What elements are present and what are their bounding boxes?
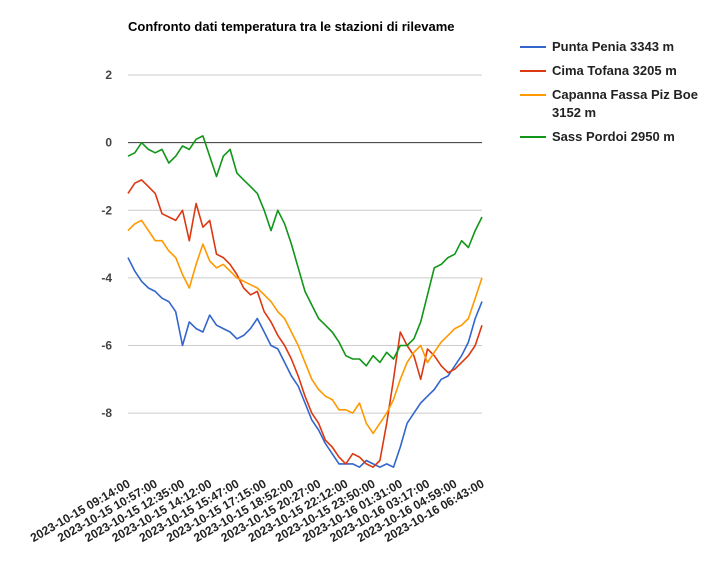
series-line xyxy=(127,179,483,468)
legend-swatch xyxy=(520,94,546,96)
legend-swatch xyxy=(520,70,546,72)
legend-label: Cima Tofana 3205 m xyxy=(552,63,677,78)
legend-item: Cima Tofana 3205 m xyxy=(520,62,700,80)
grid: -8 -6 -4 -2 0 2 xyxy=(101,68,482,420)
legend-swatch xyxy=(520,46,546,48)
legend-swatch xyxy=(520,136,546,138)
series-line xyxy=(127,219,483,435)
legend-item: Sass Pordoi 2950 m xyxy=(520,128,700,146)
legend-label: Punta Penia 3343 m xyxy=(552,39,675,54)
legend-item: Capanna Fassa Piz Boe 3152 m xyxy=(520,86,700,122)
legend: Punta Penia 3343 m Cima Tofana 3205 m Capa… xyxy=(520,38,700,152)
y-tick-label: 2 xyxy=(105,68,112,82)
legend-label: Sass Pordoi 2950 m xyxy=(552,129,675,144)
series-line xyxy=(127,135,483,367)
y-tick-label: -4 xyxy=(101,271,112,285)
y-tick-label: -6 xyxy=(101,339,112,353)
legend-item: Punta Penia 3343 m xyxy=(520,38,700,56)
plot xyxy=(127,135,483,468)
series-line xyxy=(127,257,483,468)
chart-title: Confronto dati temperatura tra le stazio… xyxy=(128,19,455,34)
y-tick-label: -8 xyxy=(101,406,112,420)
y-tick-label: 0 xyxy=(105,136,112,150)
y-tick-label: -2 xyxy=(101,203,112,217)
legend-label: Capanna Fassa Piz Boe 3152 m xyxy=(552,87,698,120)
